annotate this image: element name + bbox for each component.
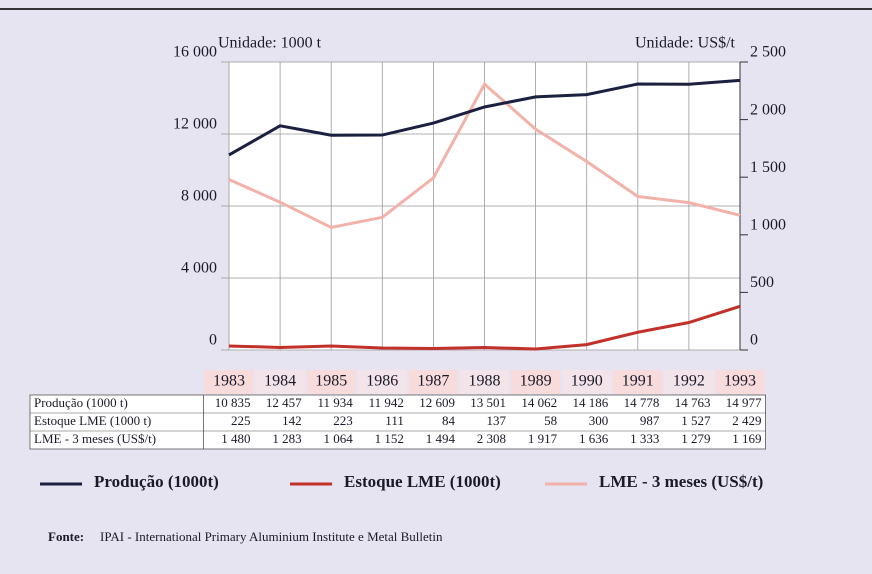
y2-tick-label: 0 <box>750 332 758 349</box>
table-cell: 14 778 <box>624 395 660 410</box>
year-cell <box>511 370 561 394</box>
y2-tick-label: 1 500 <box>750 159 786 176</box>
table-cell: 2 308 <box>477 431 506 446</box>
table-cell: 13 501 <box>470 395 506 410</box>
table-cell: 2 429 <box>732 413 761 428</box>
source: IPAI - International Primary Aluminium I… <box>100 529 443 544</box>
table-cell: 223 <box>333 413 353 428</box>
table-row-label: Produção (1000 t) <box>34 395 128 410</box>
x-tick-label: 1990 <box>571 373 603 390</box>
x-tick-label: 1983 <box>213 373 245 390</box>
y2-tick-label: 500 <box>750 274 774 291</box>
table-cell: 111 <box>385 413 404 428</box>
table-cell: 84 <box>442 413 456 428</box>
year-cell <box>715 370 765 394</box>
y-tick-label: 12 000 <box>173 116 217 133</box>
source-label: Fonte: <box>48 529 84 544</box>
x-tick-label: 1988 <box>469 373 501 390</box>
table-row-label: LME - 3 meses (US$/t) <box>34 431 156 446</box>
x-tick-label: 1993 <box>724 373 756 390</box>
year-cell <box>664 370 714 394</box>
series-line <box>228 78 741 157</box>
table-cell: 12 609 <box>419 395 455 410</box>
table-cell: 14 763 <box>675 395 711 410</box>
legend-label: Estoque LME (1000t) <box>344 472 501 491</box>
x-tick-label: 1987 <box>417 373 449 390</box>
x-tick-label: 1984 <box>264 373 296 390</box>
table-cell: 1 064 <box>324 431 354 446</box>
year-cell <box>204 370 254 394</box>
table-cell: 1 333 <box>630 431 659 446</box>
x-tick-label: 1989 <box>520 373 552 390</box>
table-cell: 1 152 <box>375 431 404 446</box>
table-cell: 12 457 <box>266 395 302 410</box>
table-cell: 137 <box>487 413 507 428</box>
table-cell: 1 283 <box>272 431 301 446</box>
table-cell: 10 835 <box>215 395 251 410</box>
y2-tick-label: 2 500 <box>750 44 786 61</box>
series-line <box>228 304 741 351</box>
year-cell <box>357 370 407 394</box>
y-tick-label: 8 000 <box>181 188 217 205</box>
year-cell <box>408 370 458 394</box>
y-tick-label: 4 000 <box>181 260 217 277</box>
table-cell: 1 169 <box>732 431 761 446</box>
y2-tick-label: 1 000 <box>750 216 786 233</box>
table-cell: 1 917 <box>528 431 558 446</box>
x-tick-label: 1986 <box>366 373 398 390</box>
table-cell: 14 062 <box>521 395 557 410</box>
year-cell <box>562 370 612 394</box>
table-cell: 1 480 <box>221 431 250 446</box>
table-cell: 11 942 <box>369 395 404 410</box>
series-line <box>228 81 741 229</box>
table-cell: 300 <box>589 413 609 428</box>
table-cell: 58 <box>544 413 557 428</box>
legend-label: Produção (1000t) <box>94 472 219 491</box>
year-cell <box>459 370 510 394</box>
x-tick-label: 1985 <box>315 373 347 390</box>
y2-tick-label: 2 000 <box>750 101 786 118</box>
year-cell <box>306 370 356 394</box>
year-cell <box>613 370 663 394</box>
table-cell: 1 527 <box>681 413 711 428</box>
table-cell: 1 636 <box>579 431 609 446</box>
x-tick-label: 1991 <box>622 373 654 390</box>
x-tick-label: 1992 <box>673 373 705 390</box>
table-cell: 1 279 <box>681 431 710 446</box>
table-cell: 11 934 <box>317 395 353 410</box>
y-tick-label: 0 <box>209 332 217 349</box>
table-row-label: Estoque LME (1000 t) <box>34 413 151 428</box>
table-cell: 14 186 <box>573 395 609 410</box>
table-cell: 987 <box>640 413 660 428</box>
legend-label: LME - 3 meses (US$/t) <box>599 472 763 491</box>
left-unit: Unidade: 1000 t <box>218 35 322 52</box>
year-cell <box>255 370 305 394</box>
y-tick-label: 16 000 <box>173 44 217 61</box>
table-body <box>29 394 766 450</box>
table-cell: 1 494 <box>426 431 456 446</box>
table-cell: 225 <box>231 413 251 428</box>
table-cell: 142 <box>282 413 302 428</box>
right-unit: Unidade: US$/t <box>635 35 736 52</box>
table-cell: 14 977 <box>726 395 762 410</box>
